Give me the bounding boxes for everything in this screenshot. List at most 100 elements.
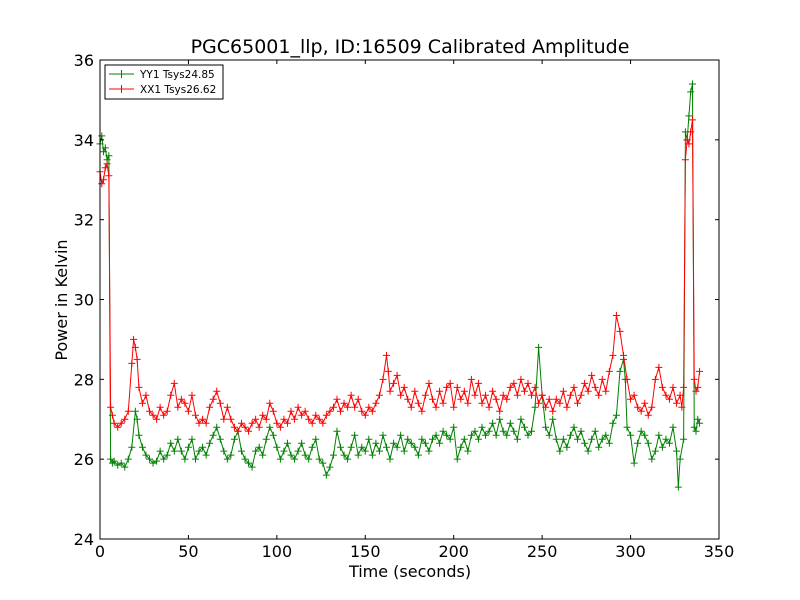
series-2-point-70	[322, 411, 330, 419]
series-1-point-27	[174, 435, 182, 443]
series-1-point-65	[308, 443, 316, 451]
series-2-point-92	[397, 391, 405, 399]
x-tick-label-7: 350	[704, 542, 735, 561]
series-1-point-102	[439, 427, 447, 435]
series-2-point-72	[329, 403, 337, 411]
series-2-point-47	[241, 423, 249, 431]
series-1-point-122	[510, 427, 518, 435]
series-2-point-119	[492, 395, 500, 403]
series-1-point-15	[133, 415, 141, 423]
y-tick-label-6: 36	[74, 51, 94, 70]
series-1-point-53	[266, 423, 274, 431]
series-1-point-9	[114, 461, 122, 469]
series-2-point-103	[436, 387, 444, 395]
series-2-point-90	[390, 379, 398, 387]
series-1-point-41	[223, 455, 231, 463]
series-1-point-81	[365, 435, 373, 443]
series-2-point-174	[681, 156, 689, 164]
series-1-point-34	[199, 443, 207, 451]
series-2-point-57	[276, 423, 284, 431]
series-2-point-154	[616, 327, 624, 335]
x-axis-label: Time (seconds)	[348, 562, 471, 581]
series-1-point-8	[110, 457, 118, 465]
series-2-point-134	[545, 395, 553, 403]
series-2-point-177	[687, 128, 695, 136]
series-2-point-68	[315, 415, 323, 423]
series-1-point-80	[361, 447, 369, 455]
series-2-point-28	[174, 403, 182, 411]
series-1-point-12	[124, 455, 132, 463]
series-2-point-156	[623, 375, 631, 383]
series-2-point-39	[213, 387, 221, 395]
y-tick-label-5: 34	[74, 131, 94, 150]
series-2-point-14	[130, 335, 138, 343]
series-1-point-93	[407, 439, 415, 447]
series-2-point-140	[566, 391, 574, 399]
series-2-point-2	[100, 176, 108, 184]
series-2-point-86	[379, 375, 387, 383]
series-2-point-55	[269, 407, 277, 415]
x-tick-label-6: 300	[615, 542, 646, 561]
series-2-point-82	[365, 403, 373, 411]
series-2-point-35	[199, 415, 207, 423]
series-2-point-48	[245, 427, 253, 435]
series-1-point-170	[674, 483, 682, 491]
y-axis-label: Power in Kelvin	[52, 239, 71, 360]
series-1-point-47	[245, 459, 253, 467]
series-2-point-23	[156, 403, 164, 411]
series-1-point-38	[213, 423, 221, 431]
series-1-point-155	[623, 423, 631, 431]
series-2-point-40	[216, 399, 224, 407]
series-1-point-33	[195, 447, 203, 455]
series-2-point-135	[549, 407, 557, 415]
x-tick-label-3: 150	[350, 542, 381, 561]
series-2-point-141	[570, 383, 578, 391]
series-2-point-41	[220, 415, 228, 423]
series-2-point-106	[446, 379, 454, 387]
y-tick-label-4: 32	[74, 211, 94, 230]
series-2-point-126	[517, 375, 525, 383]
series-2-point-5	[105, 172, 113, 180]
series-2-point-131	[535, 399, 543, 407]
series-1-point-136	[559, 435, 567, 443]
series-1-point-17	[138, 443, 146, 451]
series-1-point-23	[160, 455, 168, 463]
series-2-point-71	[326, 407, 334, 415]
series-2-point-78	[351, 403, 359, 411]
series-1-point-28	[177, 447, 185, 455]
series-1-point-43	[230, 435, 238, 443]
series-2-point-127	[520, 387, 528, 395]
series-1-point-124	[517, 415, 525, 423]
series-1-point-165	[658, 443, 666, 451]
series-1-point-40	[220, 447, 228, 455]
series-1-point-6	[107, 455, 115, 463]
series-2-point-74	[337, 407, 345, 415]
series-1-point-129	[535, 343, 543, 351]
series-1-point-30	[184, 443, 192, 451]
series-2-point-112	[467, 375, 475, 383]
series-1-point-108	[460, 435, 468, 443]
series-1-point-151	[612, 411, 620, 419]
series-1-point-67	[315, 455, 323, 463]
series-2-point-19	[142, 391, 150, 399]
series-2-point-155	[619, 351, 627, 359]
series-1-point-24	[163, 451, 171, 459]
series-1-point-5	[105, 152, 113, 160]
series-1-point-127	[528, 427, 536, 435]
series-1-point-83	[372, 439, 380, 447]
series-2-point-6	[107, 403, 115, 411]
series-2-point-130	[531, 383, 539, 391]
series-2-point-118	[489, 387, 497, 395]
series-1-point-145	[591, 427, 599, 435]
series-2-point-173	[680, 383, 688, 391]
series-2-point-114	[474, 379, 482, 387]
series-2-point-15	[131, 343, 139, 351]
series-1-point-20	[149, 459, 157, 467]
series-2-point-76	[344, 403, 352, 411]
y-tick-label-1: 26	[74, 450, 94, 469]
series-2-point-125	[513, 391, 521, 399]
series-2-point-67	[312, 411, 320, 419]
series-1-point-144	[588, 435, 596, 443]
series-1-point-58	[283, 439, 291, 447]
series-2-point-25	[163, 407, 171, 415]
